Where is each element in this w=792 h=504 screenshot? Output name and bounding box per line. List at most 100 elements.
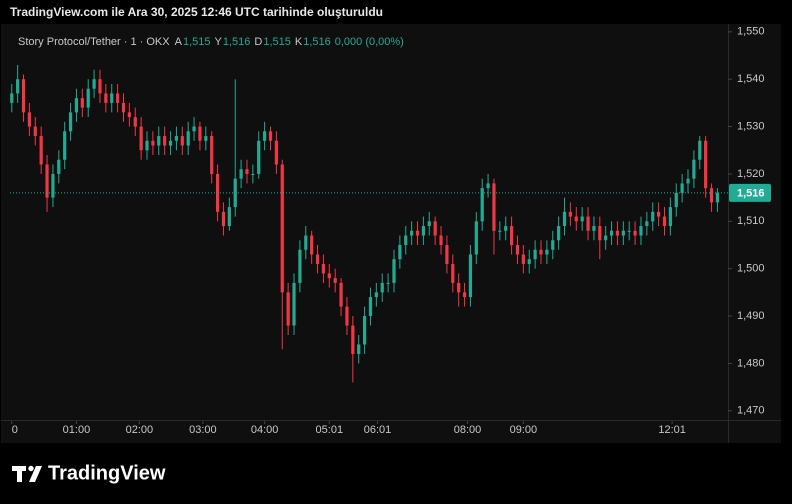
legend-key: K [295, 36, 303, 48]
candle-body [39, 136, 43, 165]
candle-body [304, 235, 308, 250]
x-tick-label: 06:01 [364, 424, 392, 436]
candle-body [315, 254, 320, 264]
candle-body [57, 159, 61, 174]
candle-body [339, 282, 343, 307]
y-tick-label: 1,500 [737, 263, 765, 275]
candle-body [686, 178, 690, 184]
y-tick-label: 1,470 [737, 405, 765, 417]
legend-value: 1,515 [183, 36, 211, 48]
candle-body [327, 273, 331, 279]
candle-body [562, 211, 567, 227]
logo: TradingView [12, 462, 166, 484]
candle-body [439, 235, 443, 245]
candle-body [345, 306, 349, 326]
candle-body [715, 192, 720, 203]
candle-body [263, 131, 267, 141]
candle-body [451, 263, 455, 283]
candle-body [468, 254, 473, 298]
candle-body [574, 216, 578, 222]
candle-body [545, 249, 549, 255]
candle-body [462, 292, 467, 298]
y-tick-label: 1,520 [737, 168, 765, 180]
candle-body [133, 117, 137, 127]
candle-body [486, 183, 490, 189]
candle-body [680, 183, 684, 193]
legend-change: 0,000 (0,00%) [335, 36, 404, 48]
y-tick-label: 1,490 [737, 310, 765, 322]
candle-body [362, 316, 367, 345]
candle-body [533, 249, 537, 260]
candle-body [298, 249, 302, 283]
candle-body [368, 297, 373, 317]
candle-body [198, 126, 202, 141]
candle-body [374, 292, 378, 298]
logo-mark [17, 466, 22, 482]
candle-body [598, 226, 602, 241]
candle-body [116, 93, 120, 103]
candle-body [292, 282, 296, 326]
candle-body [51, 173, 55, 198]
candle-body [204, 136, 208, 141]
logo-text: TradingView [48, 462, 166, 484]
logo-mark [29, 466, 42, 482]
candle-body [521, 254, 525, 264]
candle-body [692, 159, 696, 179]
candle-body [227, 207, 231, 227]
candle-body [445, 245, 449, 264]
candle-body [698, 140, 702, 160]
candle-body [168, 140, 173, 146]
x-tick-label: 08:00 [454, 424, 482, 436]
candle-body [210, 136, 214, 174]
candle-body [604, 235, 608, 241]
candle-body [515, 245, 520, 255]
x-tick-label: 0 [12, 424, 18, 436]
candle-body [121, 102, 126, 113]
x-tick-label: 03:00 [189, 424, 217, 436]
candle-body [245, 169, 249, 174]
candle-body [386, 282, 390, 284]
candle-body [16, 79, 20, 94]
candle-body [651, 211, 655, 222]
candle-body [457, 282, 461, 293]
logo-mark [28, 465, 34, 472]
candle-body [704, 140, 708, 189]
candle-body [68, 112, 73, 132]
candle-body [398, 245, 402, 260]
candle-body [410, 230, 414, 236]
y-tick-label: 1,530 [737, 120, 765, 132]
candle-body [662, 216, 667, 227]
candle-body [415, 230, 420, 236]
candle-body [492, 183, 496, 231]
y-tick-label: 1,550 [737, 26, 765, 38]
candle-body [657, 211, 661, 217]
candle-body [157, 136, 161, 146]
candle-body [639, 226, 643, 236]
candle-body [527, 259, 531, 264]
legend-value: 1,515 [263, 36, 291, 48]
candle-body [480, 188, 484, 222]
candle-body [180, 136, 184, 146]
candle-body [551, 240, 555, 250]
candle-body [586, 216, 590, 231]
candle-body [74, 98, 79, 113]
candle-body [333, 278, 337, 283]
candle-body [380, 282, 384, 293]
candle-body [63, 131, 67, 160]
chart-panel [1, 24, 781, 443]
candle-body [310, 235, 314, 255]
last-price-badge [729, 183, 771, 202]
candle-body [645, 221, 649, 227]
candle-body [580, 216, 584, 222]
candle-body [86, 88, 90, 108]
x-tick-label: 04:00 [251, 424, 279, 436]
candle-body [280, 164, 284, 293]
candle-body [615, 230, 620, 236]
x-tick-label: 05:01 [316, 424, 344, 436]
candle-body [163, 136, 167, 146]
candle-body [421, 226, 425, 236]
candle-body [674, 192, 678, 208]
candle-body [498, 230, 502, 232]
candle-body [110, 93, 114, 103]
